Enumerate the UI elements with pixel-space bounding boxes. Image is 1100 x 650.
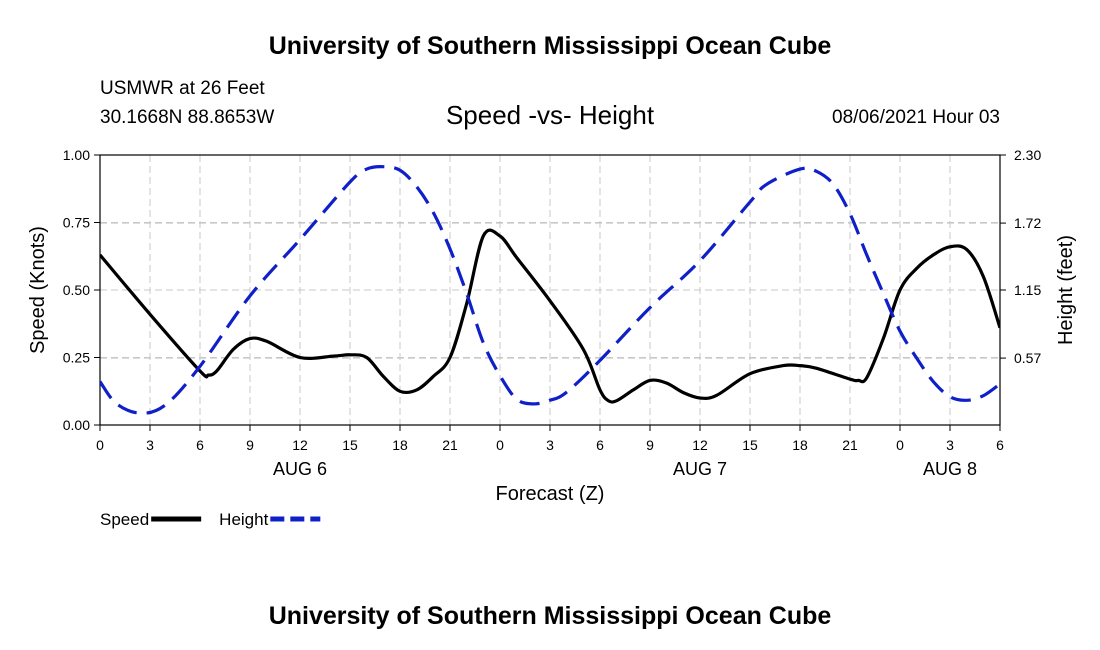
x-tick-label: 6 xyxy=(596,437,604,453)
x-tick-label: 9 xyxy=(646,437,654,453)
x-tick-label: 6 xyxy=(196,437,204,453)
x-tick-label: 0 xyxy=(496,437,504,453)
top-title: University of Southern Mississippi Ocean… xyxy=(268,32,832,60)
series-line-height xyxy=(100,165,1000,415)
y-axis-label-left: Speed (Knots) xyxy=(27,226,49,354)
x-axis-label: Forecast (Z) xyxy=(496,483,605,505)
y-right-tick-label: 1.15 xyxy=(1014,282,1041,298)
x-tick-label: 0 xyxy=(896,437,904,453)
date-label: AUG 8 xyxy=(923,459,977,479)
y-left-tick-label: 0.25 xyxy=(63,350,90,366)
y-right-tick-label: 0.57 xyxy=(1014,350,1041,366)
y-left-tick-label: 0.50 xyxy=(63,282,90,298)
x-tick-label: 18 xyxy=(792,437,808,453)
y-axis-label-right: Height (feet) xyxy=(1055,235,1077,345)
date-label: AUG 6 xyxy=(273,459,327,479)
y-left-tick-label: 0.75 xyxy=(63,215,90,231)
y-left-tick-label: 0.00 xyxy=(63,417,90,433)
x-tick-label: 3 xyxy=(546,437,554,453)
x-tick-label: 3 xyxy=(146,437,154,453)
y-right-tick-label: 2.30 xyxy=(1014,147,1041,163)
legend-label-speed: Speed xyxy=(100,510,149,529)
date-label: AUG 7 xyxy=(673,459,727,479)
y-right-tick-label: 1.72 xyxy=(1014,215,1041,231)
x-tick-label: 3 xyxy=(946,437,954,453)
coords-label: 30.1668N 88.8653W xyxy=(100,107,275,128)
bottom-title: University of Southern Mississippi Ocean… xyxy=(268,602,832,630)
x-tick-label: 15 xyxy=(342,437,358,453)
station-label: USMWR at 26 Feet xyxy=(100,78,265,99)
x-tick-label: 21 xyxy=(842,437,858,453)
chart-title: Speed -vs- Height xyxy=(445,100,655,130)
series-line-speed xyxy=(100,228,1000,404)
x-tick-label: 0 xyxy=(96,437,104,453)
y-left-tick-label: 1.00 xyxy=(63,147,90,163)
datetime-label: 08/06/2021 Hour 03 xyxy=(832,107,1000,128)
legend-label-height: Height xyxy=(219,510,268,529)
x-tick-label: 6 xyxy=(996,437,1004,453)
x-tick-label: 12 xyxy=(292,437,308,453)
x-tick-label: 12 xyxy=(692,437,708,453)
x-tick-label: 21 xyxy=(442,437,458,453)
x-tick-label: 9 xyxy=(246,437,254,453)
x-tick-label: 15 xyxy=(742,437,758,453)
x-tick-label: 18 xyxy=(392,437,408,453)
